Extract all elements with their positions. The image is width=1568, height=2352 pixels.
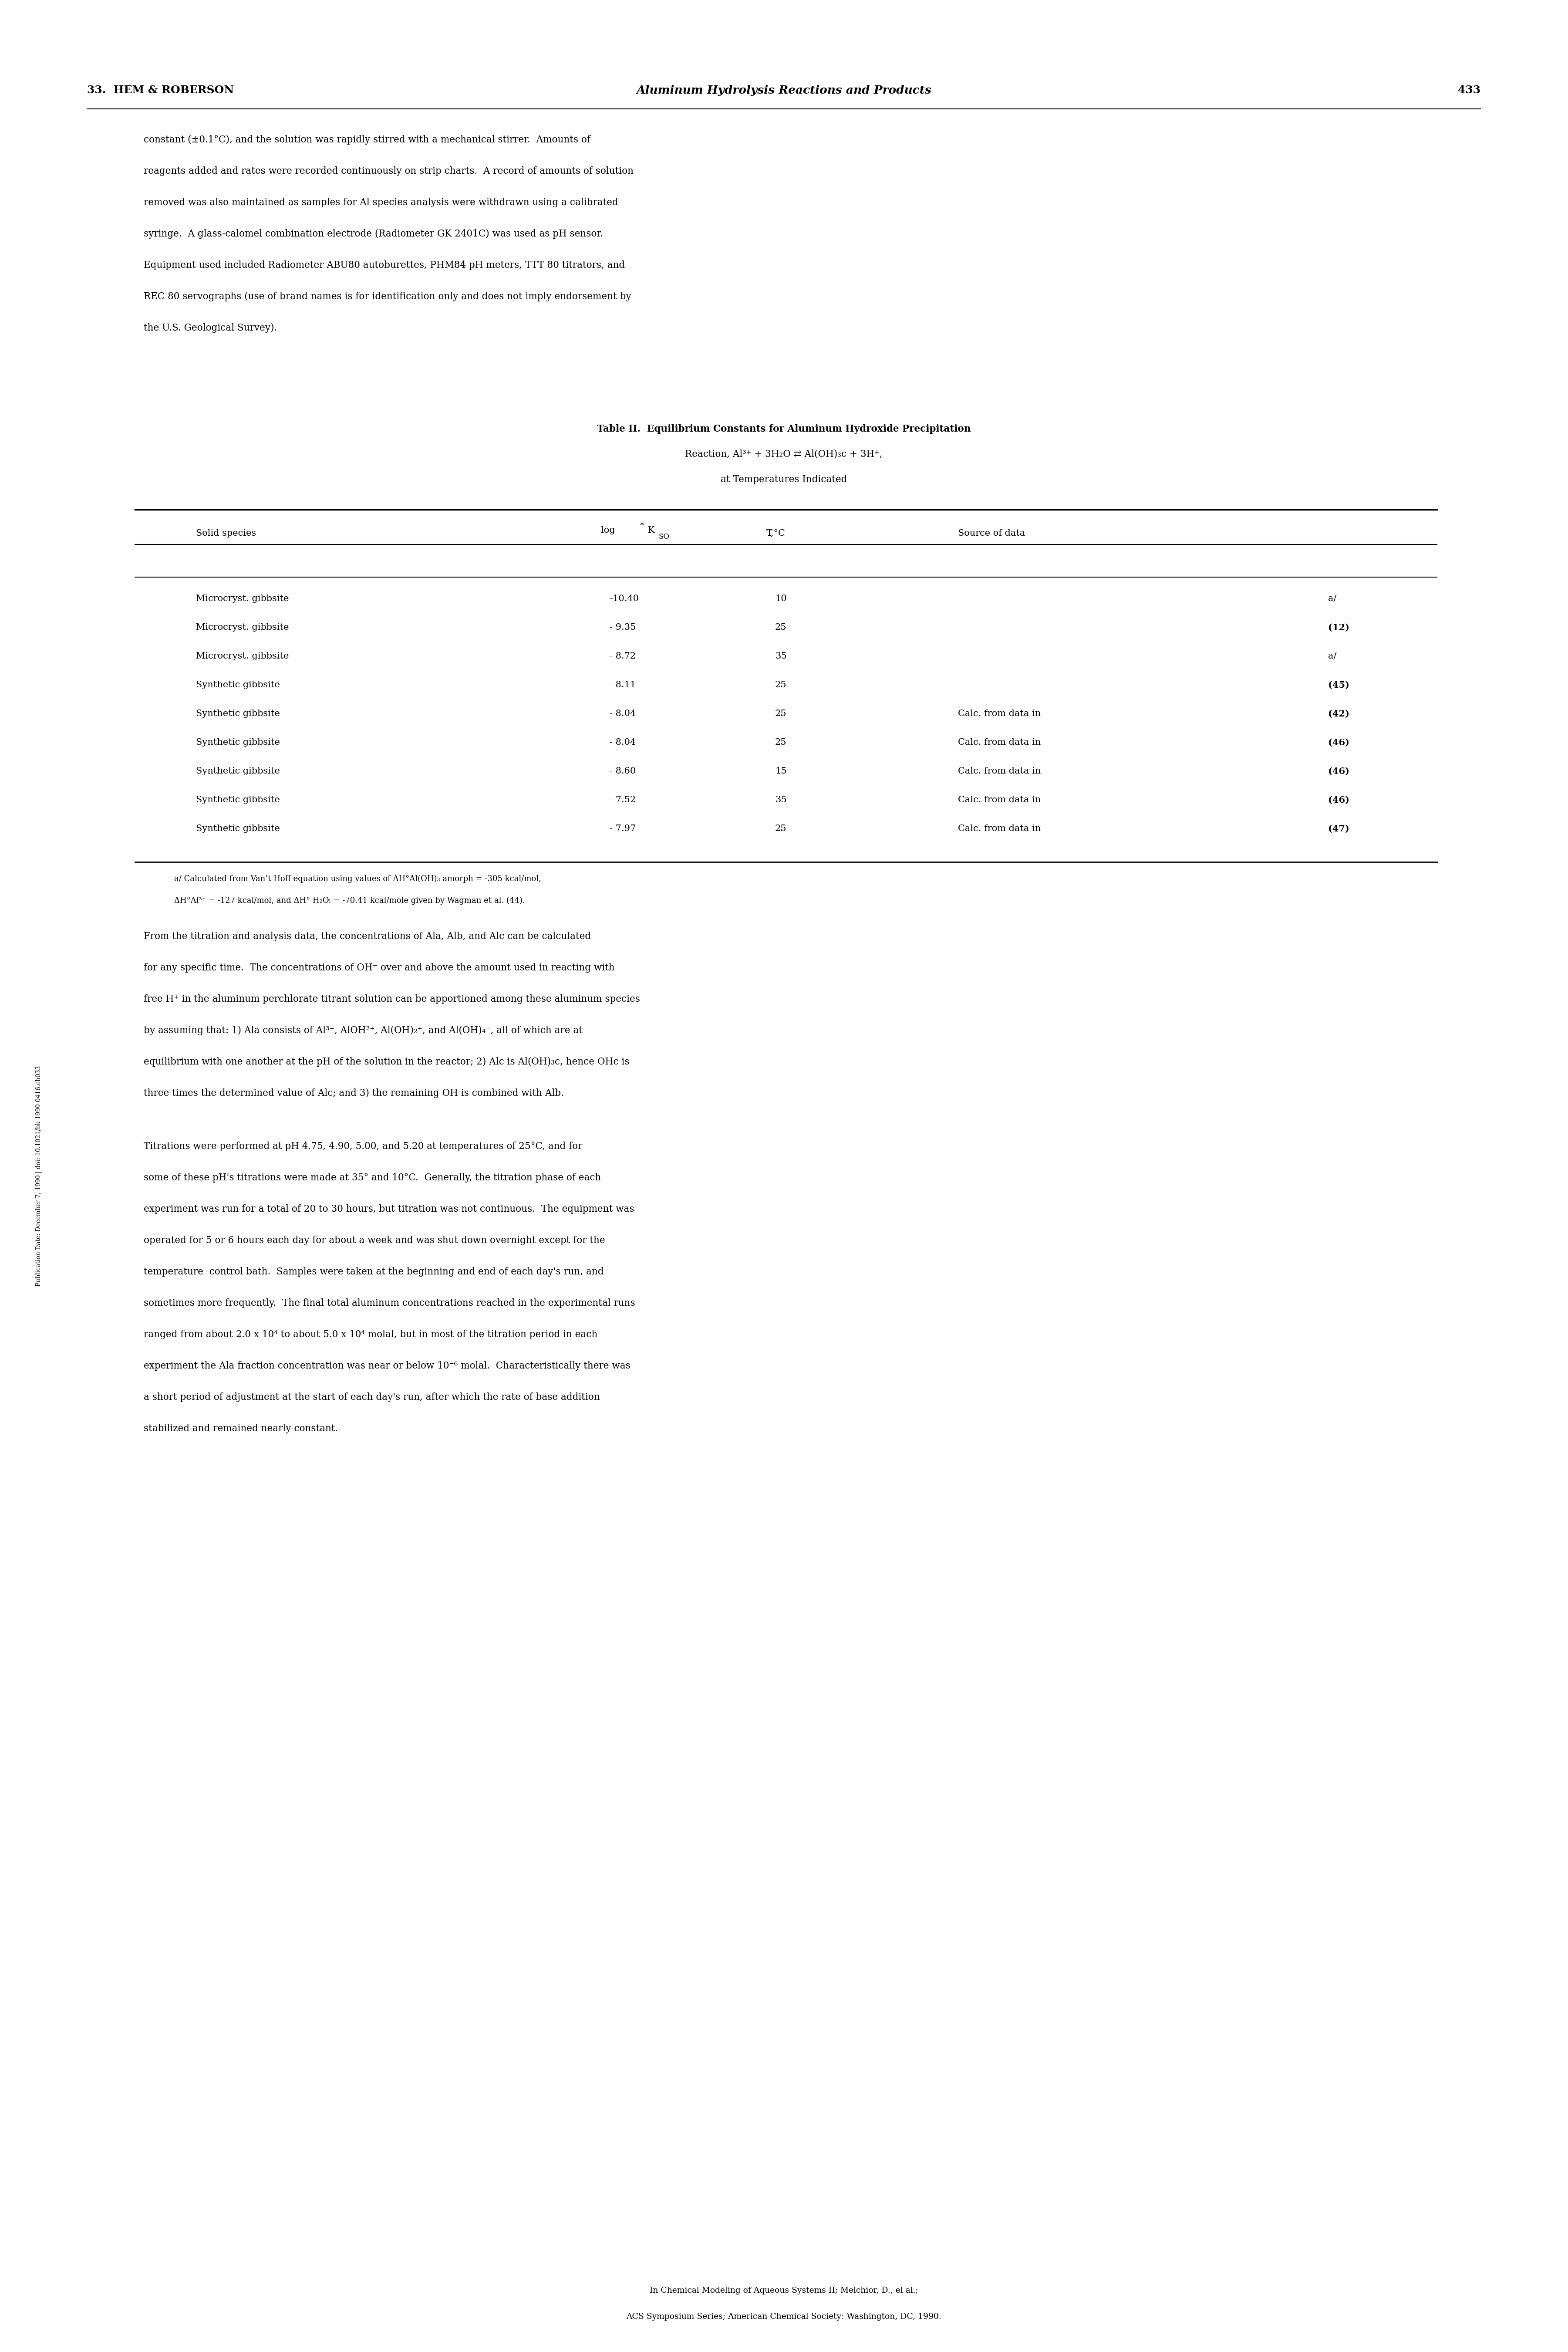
Text: ACS Symposium Series; American Chemical Society: Washington, DC, 1990.: ACS Symposium Series; American Chemical …: [626, 2312, 941, 2321]
Text: SO: SO: [659, 534, 670, 541]
Text: Source of data: Source of data: [958, 529, 1025, 539]
Text: sometimes more frequently.  The final total aluminum concentrations reached in t: sometimes more frequently. The final tot…: [144, 1298, 635, 1308]
Text: by assuming that: 1) Ala consists of Al³⁺, AlOH²⁺, Al(OH)₂⁺, and Al(OH)₄⁻, all o: by assuming that: 1) Ala consists of Al³…: [144, 1025, 583, 1035]
Text: operated for 5 or 6 hours each day for about a week and was shut down overnight : operated for 5 or 6 hours each day for a…: [144, 1235, 605, 1244]
Text: - 7.97: - 7.97: [610, 826, 637, 833]
Text: free H⁺ in the aluminum perchlorate titrant solution can be apportioned among th: free H⁺ in the aluminum perchlorate titr…: [144, 995, 640, 1004]
Text: Aluminum Hydrolysis Reactions and Products: Aluminum Hydrolysis Reactions and Produc…: [637, 85, 931, 96]
Text: Calc. from data in: Calc. from data in: [958, 795, 1041, 804]
Text: - 8.72: - 8.72: [610, 652, 635, 661]
Text: 25: 25: [775, 826, 787, 833]
Text: (46): (46): [1328, 739, 1350, 748]
Text: *: *: [640, 522, 644, 529]
Text: ranged from about 2.0 x 10⁴ to about 5.0 x 10⁴ molal, but in most of the titrati: ranged from about 2.0 x 10⁴ to about 5.0…: [144, 1329, 597, 1338]
Text: three times the determined value of Alc; and 3) the remaining OH is combined wit: three times the determined value of Alc;…: [144, 1089, 564, 1098]
Text: (42): (42): [1328, 710, 1350, 717]
Text: (46): (46): [1328, 767, 1350, 776]
Text: 33.  HEM & ROBERSON: 33. HEM & ROBERSON: [88, 85, 234, 96]
Text: Synthetic gibbsite: Synthetic gibbsite: [196, 826, 281, 833]
Text: reagents added and rates were recorded continuously on strip charts.  A record o: reagents added and rates were recorded c…: [144, 167, 633, 176]
Text: 25: 25: [775, 710, 787, 717]
Text: - 8.11: - 8.11: [610, 680, 637, 689]
Text: ΔH°Al³⁺ = -127 kcal/mol, and ΔH° H₂Oₗ = -70.41 kcal/mole given by Wagman et al. : ΔH°Al³⁺ = -127 kcal/mol, and ΔH° H₂Oₗ = …: [174, 896, 525, 906]
Text: K: K: [648, 527, 655, 534]
Text: Microcryst. gibbsite: Microcryst. gibbsite: [196, 595, 289, 602]
Text: log: log: [601, 527, 618, 534]
Text: syringe.  A glass-calomel combination electrode (Radiometer GK 2401C) was used a: syringe. A glass-calomel combination ele…: [144, 228, 604, 238]
Text: Synthetic gibbsite: Synthetic gibbsite: [196, 710, 281, 717]
Text: a/: a/: [1328, 595, 1336, 602]
Text: Synthetic gibbsite: Synthetic gibbsite: [196, 795, 281, 804]
Text: removed was also maintained as samples for Al species analysis were withdrawn us: removed was also maintained as samples f…: [144, 198, 618, 207]
Text: T,°C: T,°C: [767, 529, 786, 539]
Text: REC 80 servographs (use of brand names is for identification only and does not i: REC 80 servographs (use of brand names i…: [144, 292, 632, 301]
Text: stabilized and remained nearly constant.: stabilized and remained nearly constant.: [144, 1423, 339, 1432]
Text: (46): (46): [1328, 795, 1350, 804]
Text: Microcryst. gibbsite: Microcryst. gibbsite: [196, 623, 289, 633]
Text: 10: 10: [775, 595, 787, 602]
Text: a/: a/: [1328, 652, 1336, 661]
Text: 35: 35: [775, 652, 787, 661]
Text: Calc. from data in: Calc. from data in: [958, 767, 1041, 776]
Text: some of these pH's titrations were made at 35° and 10°C.  Generally, the titrati: some of these pH's titrations were made …: [144, 1174, 601, 1183]
Text: Calc. from data in: Calc. from data in: [958, 826, 1041, 833]
Text: a short period of adjustment at the start of each day's run, after which the rat: a short period of adjustment at the star…: [144, 1392, 601, 1402]
Text: Calc. from data in: Calc. from data in: [958, 710, 1041, 717]
Text: experiment was run for a total of 20 to 30 hours, but titration was not continuo: experiment was run for a total of 20 to …: [144, 1204, 633, 1214]
Text: experiment the Ala fraction concentration was near or below 10⁻⁶ molal.  Charact: experiment the Ala fraction concentratio…: [144, 1362, 630, 1371]
Text: 25: 25: [775, 680, 787, 689]
Text: 35: 35: [775, 795, 787, 804]
Text: In Chemical Modeling of Aqueous Systems II; Melchior, D., el al.;: In Chemical Modeling of Aqueous Systems …: [649, 2286, 917, 2296]
Text: (45): (45): [1328, 680, 1350, 689]
Text: equilibrium with one another at the pH of the solution in the reactor; 2) Alc is: equilibrium with one another at the pH o…: [144, 1056, 629, 1068]
Text: - 8.04: - 8.04: [610, 739, 637, 746]
Text: temperature  control bath.  Samples were taken at the beginning and end of each : temperature control bath. Samples were t…: [144, 1268, 604, 1277]
Text: Solid species: Solid species: [196, 529, 256, 539]
Text: Synthetic gibbsite: Synthetic gibbsite: [196, 767, 281, 776]
Text: a/ Calculated from Van’t Hoff equation using values of ΔH°Al(OH)₃ amorph = -305 : a/ Calculated from Van’t Hoff equation u…: [174, 875, 541, 882]
Text: 25: 25: [775, 623, 787, 633]
Text: (47): (47): [1328, 826, 1350, 833]
Text: Reaction, Al³⁺ + 3H₂O ⇄ Al(OH)₃c + 3H⁺,: Reaction, Al³⁺ + 3H₂O ⇄ Al(OH)₃c + 3H⁺,: [685, 449, 883, 459]
Text: Publication Date: December 7, 1990 | doi: 10.1021/bk-1990-0416.ch033: Publication Date: December 7, 1990 | doi…: [36, 1065, 42, 1287]
Text: (12): (12): [1328, 623, 1350, 633]
Text: Table II.  Equilibrium Constants for Aluminum Hydroxide Precipitation: Table II. Equilibrium Constants for Alum…: [597, 423, 971, 433]
Text: Synthetic gibbsite: Synthetic gibbsite: [196, 680, 281, 689]
Text: the U.S. Geological Survey).: the U.S. Geological Survey).: [144, 322, 278, 332]
Text: - 9.35: - 9.35: [610, 623, 637, 633]
Text: Titrations were performed at pH 4.75, 4.90, 5.00, and 5.20 at temperatures of 25: Titrations were performed at pH 4.75, 4.…: [144, 1141, 582, 1150]
Text: constant (±0.1°C), and the solution was rapidly stirred with a mechanical stirre: constant (±0.1°C), and the solution was …: [144, 134, 591, 143]
Text: - 8.60: - 8.60: [610, 767, 637, 776]
Text: -10.40: -10.40: [610, 595, 638, 602]
Text: 25: 25: [775, 739, 787, 746]
Text: at Temperatures Indicated: at Temperatures Indicated: [721, 475, 847, 485]
Text: for any specific time.  The concentrations of OH⁻ over and above the amount used: for any specific time. The concentration…: [144, 962, 615, 974]
Text: Synthetic gibbsite: Synthetic gibbsite: [196, 739, 281, 746]
Text: - 8.04: - 8.04: [610, 710, 637, 717]
Text: From the titration and analysis data, the concentrations of Ala, Alb, and Alc ca: From the titration and analysis data, th…: [144, 931, 591, 941]
Text: Calc. from data in: Calc. from data in: [958, 739, 1041, 746]
Text: 15: 15: [775, 767, 787, 776]
Text: 433: 433: [1458, 85, 1480, 96]
Text: Equipment used included Radiometer ABU80 autoburettes, PHM84 pH meters, TTT 80 t: Equipment used included Radiometer ABU80…: [144, 261, 626, 270]
Text: - 7.52: - 7.52: [610, 795, 635, 804]
Text: Microcryst. gibbsite: Microcryst. gibbsite: [196, 652, 289, 661]
